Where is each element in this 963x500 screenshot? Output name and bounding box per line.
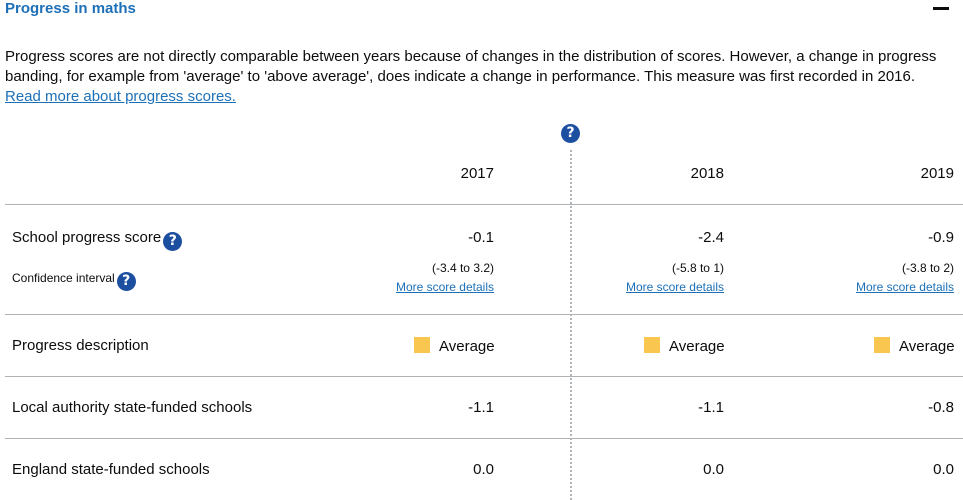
la-label: Local authority state-funded schools <box>12 399 253 416</box>
description-text-2019: Average <box>899 338 955 355</box>
england-value-2019: 0.0 <box>933 461 954 478</box>
england-label: England state-funded schools <box>12 461 210 478</box>
confidence-label-text: Confidence interval <box>12 271 115 285</box>
year-divider-dotted <box>570 150 572 500</box>
description-2019: Average <box>874 337 955 355</box>
year-header-2017: 2017 <box>460 165 494 182</box>
description-text-2018: Average <box>669 338 725 355</box>
interval-2018: (-5.8 to 1) <box>671 261 724 275</box>
england-value-2017: 0.0 <box>473 461 494 478</box>
la-value-2018: -1.1 <box>698 399 724 416</box>
more-score-details-2019[interactable]: More score details <box>855 280 954 294</box>
average-swatch-icon <box>644 337 660 353</box>
year-header-2018: 2018 <box>690 165 724 182</box>
la-value-2017: -1.1 <box>468 399 494 416</box>
school-progress-label-text: School progress score <box>12 229 162 246</box>
interval-2019: (-3.8 to 2) <box>901 261 954 275</box>
average-swatch-icon <box>874 337 890 353</box>
england-value-2018: 0.0 <box>703 461 724 478</box>
help-question-icon[interactable]: ? <box>561 124 580 143</box>
score-2019: -0.9 <box>928 229 954 246</box>
description-2017: Average <box>414 337 495 355</box>
collapse-minus-icon[interactable] <box>933 0 949 16</box>
more-score-details-2018[interactable]: More score details <box>625 280 724 294</box>
school-progress-label: School progress score? <box>12 229 183 251</box>
la-value-2019: -0.8 <box>928 399 954 416</box>
description-2018: Average <box>644 337 725 355</box>
intro-text: Progress scores are not directly compara… <box>5 48 937 85</box>
row-divider <box>5 314 963 315</box>
score-2018: -2.4 <box>698 229 724 246</box>
row-divider <box>5 204 963 205</box>
confidence-interval-label: Confidence interval? <box>12 271 136 291</box>
interval-2017: (-3.4 to 3.2) <box>431 261 494 275</box>
row-divider <box>5 438 963 439</box>
average-swatch-icon <box>414 337 430 353</box>
section-title[interactable]: Progress in maths <box>5 0 136 17</box>
read-more-progress-link[interactable]: Read more about progress scores. <box>5 88 236 105</box>
description-text-2017: Average <box>439 338 495 355</box>
confidence-help-icon[interactable]: ? <box>116 272 136 291</box>
year-header-2019: 2019 <box>920 165 954 182</box>
progress-description-label: Progress description <box>12 337 149 354</box>
score-2017: -0.1 <box>468 229 494 246</box>
school-progress-help-icon[interactable]: ? <box>163 232 183 251</box>
row-divider <box>5 376 963 377</box>
more-score-details-2017[interactable]: More score details <box>395 280 494 294</box>
